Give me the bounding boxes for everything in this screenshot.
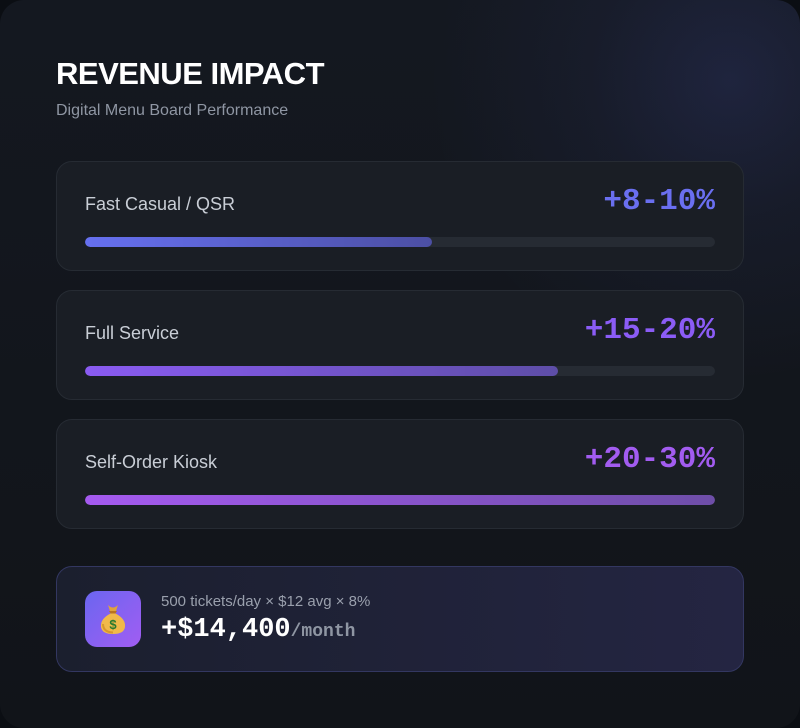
- revenue-summary: $ 500 tickets/day × $12 avg × 8% +$14,40…: [56, 566, 744, 672]
- svg-text:$: $: [109, 617, 117, 632]
- metric-label: Fast Casual / QSR: [85, 194, 236, 214]
- progress-fill: [85, 237, 432, 247]
- metric-card-fast-casual: Fast Casual / QSR +8-10%: [56, 161, 744, 271]
- metric-value: +15-20%: [584, 313, 715, 348]
- progress-track: [85, 237, 715, 247]
- revenue-amount: +$14,400: [161, 615, 291, 645]
- progress-fill: [85, 366, 558, 376]
- calculation-formula: 500 tickets/day × $12 avg × 8%: [161, 593, 371, 610]
- metric-value: +20-30%: [584, 442, 715, 477]
- metric-card-full-service: Full Service +15-20%: [56, 290, 744, 400]
- money-bag-tile: $: [85, 591, 141, 647]
- metric-label: Full Service: [85, 323, 180, 343]
- revenue-unit: /month: [290, 622, 356, 642]
- metric-card-self-order-kiosk: Self-Order Kiosk +20-30%: [56, 419, 744, 529]
- metric-value: +8-10%: [603, 184, 715, 219]
- metric-label: Self-Order Kiosk: [85, 452, 218, 472]
- page-subtitle: Digital Menu Board Performance: [56, 102, 289, 119]
- page-title: REVENUE IMPACT: [56, 56, 325, 91]
- progress-fill: [85, 495, 715, 505]
- monthly-revenue-result: +$14,400/month: [161, 615, 355, 645]
- progress-track: [85, 366, 715, 376]
- progress-track: [85, 495, 715, 505]
- money-bag-icon: $: [100, 605, 126, 634]
